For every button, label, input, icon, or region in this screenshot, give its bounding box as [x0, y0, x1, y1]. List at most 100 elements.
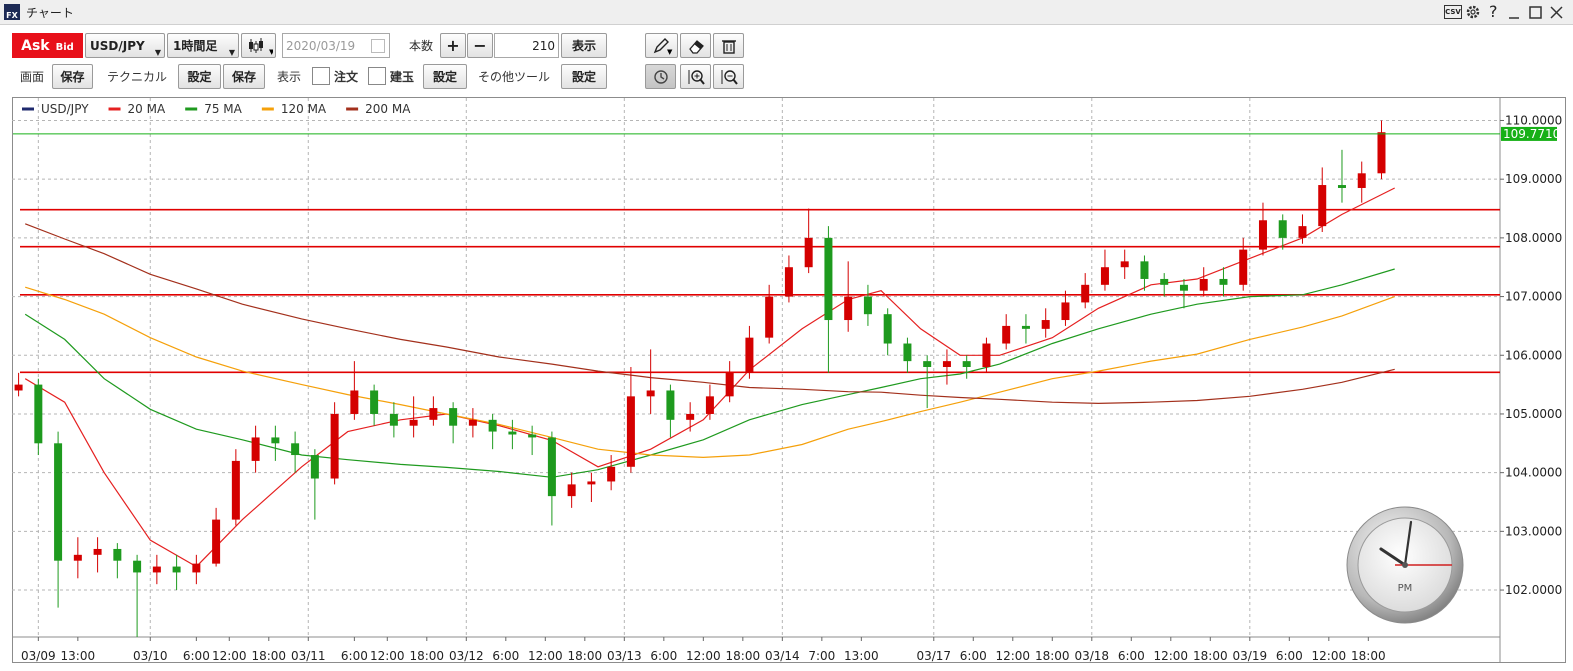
- candle-body: [1100, 267, 1109, 285]
- zoom-out[interactable]: [713, 64, 744, 89]
- settings-icon[interactable]: [1465, 4, 1481, 20]
- candle-icon: ▼: [248, 37, 273, 56]
- bid-label: Bid: [55, 41, 74, 53]
- x-tick-label: 6:00: [492, 649, 519, 663]
- technical-settings[interactable]: 設定: [178, 64, 221, 89]
- candle-body: [784, 267, 793, 297]
- candle-body: [212, 519, 221, 564]
- orders-checkbox[interactable]: [312, 67, 330, 85]
- clock: PM: [1346, 506, 1464, 624]
- candle-body: [1219, 278, 1228, 285]
- x-tick-label: 12:00: [370, 649, 405, 663]
- candle-body: [725, 372, 734, 397]
- x-tick-label: 03/11: [291, 649, 326, 663]
- window-controls[interactable]: [1506, 4, 1568, 20]
- x-tick-label: 03/18: [1074, 649, 1109, 663]
- candle-body: [567, 484, 576, 497]
- candle-body: [1377, 132, 1386, 174]
- candle-body: [1160, 278, 1169, 285]
- hour-hand: [1379, 547, 1407, 567]
- candle-body: [745, 337, 754, 373]
- count-minus[interactable]: −: [467, 33, 493, 58]
- positions-checkbox[interactable]: [368, 67, 386, 85]
- x-tick-label: 18:00: [409, 649, 444, 663]
- x-tick-label: 03/13: [607, 649, 642, 663]
- candle-body: [1199, 278, 1208, 291]
- candle-body: [528, 434, 537, 438]
- candle-body: [468, 419, 477, 426]
- other-tools-label: その他ツール: [478, 70, 551, 84]
- count-input[interactable]: 210: [494, 33, 559, 58]
- x-tick-label: 6:00: [183, 649, 210, 663]
- date-input[interactable]: 2020/03/19: [282, 33, 390, 58]
- delete-tool[interactable]: [713, 33, 744, 58]
- pair-select[interactable]: USD/JPY ▼: [85, 33, 165, 58]
- y-tick-label: 104.0000: [1505, 466, 1562, 480]
- ask-bid-toggle[interactable]: Ask Bid: [12, 33, 83, 58]
- moving-average-line: [24, 223, 1395, 405]
- zoom-in-icon: [688, 69, 705, 85]
- candle-body: [547, 437, 556, 497]
- candle-body: [844, 296, 853, 321]
- help-button[interactable]: ?: [1489, 2, 1498, 21]
- candle-body: [1337, 185, 1346, 188]
- x-tick-label: 6:00: [341, 649, 368, 663]
- candle-body: [429, 408, 438, 420]
- candle-body: [903, 343, 912, 362]
- x-tick-label: 12:00: [995, 649, 1030, 663]
- timeframe-select[interactable]: 1時間足 ▼: [167, 33, 239, 58]
- candle-body: [310, 455, 319, 479]
- candle-body: [824, 237, 833, 321]
- history-tool[interactable]: [645, 64, 676, 89]
- y-tick-label: 103.0000: [1505, 524, 1562, 538]
- legend-label: 20 MA: [128, 102, 166, 116]
- candle-body: [1278, 220, 1287, 238]
- zoom-in[interactable]: [680, 64, 711, 89]
- screen-label: 画面: [20, 70, 45, 84]
- orders-label: 注文: [334, 70, 359, 84]
- timeframe-text: 1時間足: [173, 39, 218, 53]
- moving-average-line: [24, 268, 1395, 478]
- last-price-label: 109.7710: [1503, 127, 1560, 141]
- screen-save[interactable]: 保存: [52, 64, 93, 89]
- candle-body: [330, 413, 339, 479]
- x-tick-label: 6:00: [650, 649, 677, 663]
- chart-type-select[interactable]: ▼: [241, 33, 276, 58]
- y-tick-label: 107.0000: [1505, 290, 1562, 304]
- clock-label: PM: [1398, 583, 1413, 594]
- candle-body: [1120, 261, 1129, 268]
- candle-body: [172, 566, 181, 573]
- candle-body: [54, 443, 63, 561]
- other-tools-settings[interactable]: 設定: [561, 64, 607, 89]
- candle-body: [14, 384, 23, 391]
- eraser-tool[interactable]: [680, 33, 711, 58]
- x-tick-label: 18:00: [1035, 649, 1070, 663]
- y-tick-label: 109.0000: [1505, 172, 1562, 186]
- x-tick-label: 6:00: [960, 649, 987, 663]
- y-tick-label: 106.0000: [1505, 348, 1562, 362]
- candle-body: [1239, 249, 1248, 285]
- count-plus[interactable]: +: [440, 33, 466, 58]
- candle-body: [923, 361, 932, 367]
- candle-body: [863, 296, 872, 315]
- ask-label: Ask: [21, 37, 50, 54]
- clock-pin: [1402, 562, 1408, 568]
- minute-hand: [1403, 520, 1413, 567]
- show-button[interactable]: 表示: [561, 33, 607, 58]
- moving-average-line: [24, 187, 1395, 568]
- technical-save[interactable]: 保存: [223, 64, 265, 89]
- display-settings[interactable]: 設定: [423, 64, 467, 89]
- moving-average-line: [25, 286, 1395, 459]
- draw-tool[interactable]: ▼: [645, 33, 678, 58]
- count-text: 210: [532, 38, 555, 53]
- candle-body: [765, 296, 774, 338]
- x-tick-label: 18:00: [568, 649, 603, 663]
- title-bar: [0, 0, 1573, 25]
- pencil-icon: ▼: [653, 37, 673, 55]
- csv-button[interactable]: CSV: [1444, 5, 1462, 19]
- candle-body: [350, 390, 359, 414]
- candle-body: [1357, 173, 1366, 188]
- svg-text:▼: ▼: [667, 48, 673, 55]
